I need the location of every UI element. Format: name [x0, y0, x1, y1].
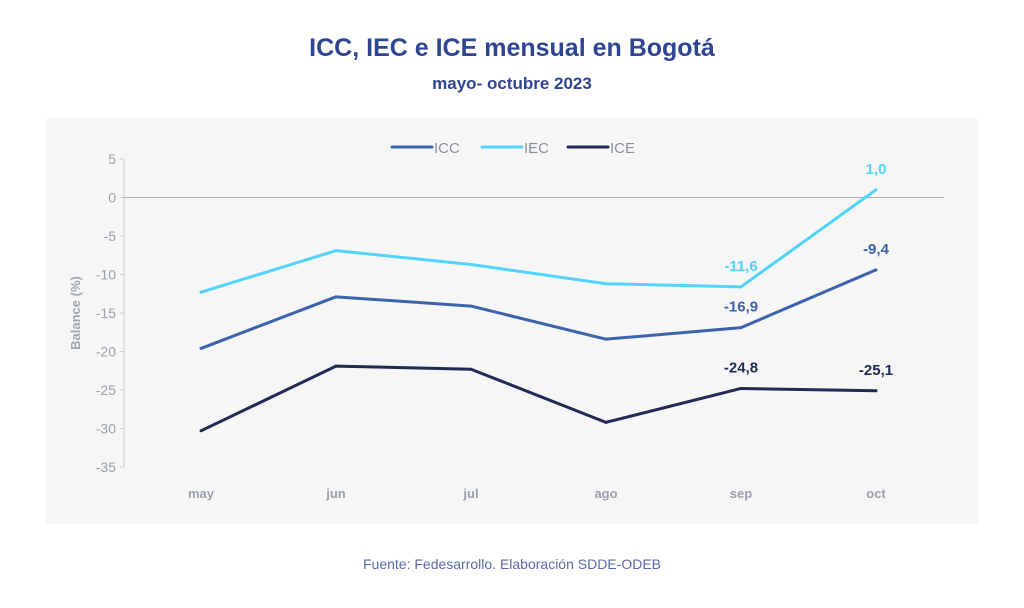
data-point-iec: [199, 290, 203, 294]
data-label-iec: 1,0: [866, 161, 887, 178]
x-tick-label: oct: [866, 486, 886, 501]
data-point-icc: [739, 326, 743, 330]
data-point-icc: [199, 346, 203, 350]
data-point-ice: [604, 420, 608, 424]
data-point-ice: [199, 429, 203, 433]
data-point-ice: [334, 364, 338, 368]
y-tick-label: -15: [96, 305, 116, 321]
y-tick-label: -30: [96, 421, 116, 437]
series-line-ice: [200, 364, 877, 433]
data-point-iec: [739, 285, 743, 289]
data-label-ice: -25,1: [859, 362, 893, 379]
data-point-icc: [604, 337, 608, 341]
y-tick-label: -10: [96, 267, 116, 283]
x-tick-label: may: [188, 486, 215, 501]
source-note: Fuente: Fedesarrollo. Elaboración SDDE-O…: [362, 556, 662, 572]
data-label-iec: -11,6: [724, 258, 757, 275]
data-point-icc: [469, 304, 473, 308]
series-line-icc: [200, 268, 877, 350]
data-point-icc: [334, 295, 338, 299]
data-point-ice: [739, 386, 743, 390]
y-tick-label: 5: [108, 151, 116, 167]
legend-label-icc: ICC: [434, 140, 460, 157]
data-point-ice: [469, 367, 473, 371]
data-label-icc: -9,4: [863, 241, 890, 258]
data-point-icc: [874, 268, 878, 272]
x-tick-label: ago: [594, 486, 617, 501]
data-point-ice: [874, 389, 878, 393]
x-tick-label: jun: [325, 486, 346, 501]
y-tick-label: -5: [104, 228, 117, 244]
data-point-iec: [874, 188, 878, 192]
data-point-iec: [604, 282, 608, 286]
series-line-iec: [200, 188, 877, 294]
y-axis-title: Balance (%): [68, 276, 83, 350]
plot-panel: [46, 118, 978, 524]
legend-label-iec: IEC: [524, 140, 549, 157]
data-label-ice: -24,8: [724, 359, 758, 376]
chart-title: ICC, IEC e ICE mensual en Bogotá: [309, 34, 715, 62]
data-label-icc: -16,9: [724, 299, 758, 316]
chart-subtitle: mayo- octubre 2023: [432, 74, 592, 93]
data-point-iec: [469, 262, 473, 266]
x-tick-label: sep: [730, 486, 752, 501]
x-tick-label: jul: [462, 486, 478, 501]
y-tick-label: -20: [96, 344, 116, 360]
legend-label-ice: ICE: [610, 140, 635, 157]
data-point-iec: [334, 249, 338, 253]
y-tick-label: 0: [108, 190, 116, 206]
y-tick-label: -25: [96, 382, 116, 398]
y-tick-label: -35: [96, 459, 116, 475]
